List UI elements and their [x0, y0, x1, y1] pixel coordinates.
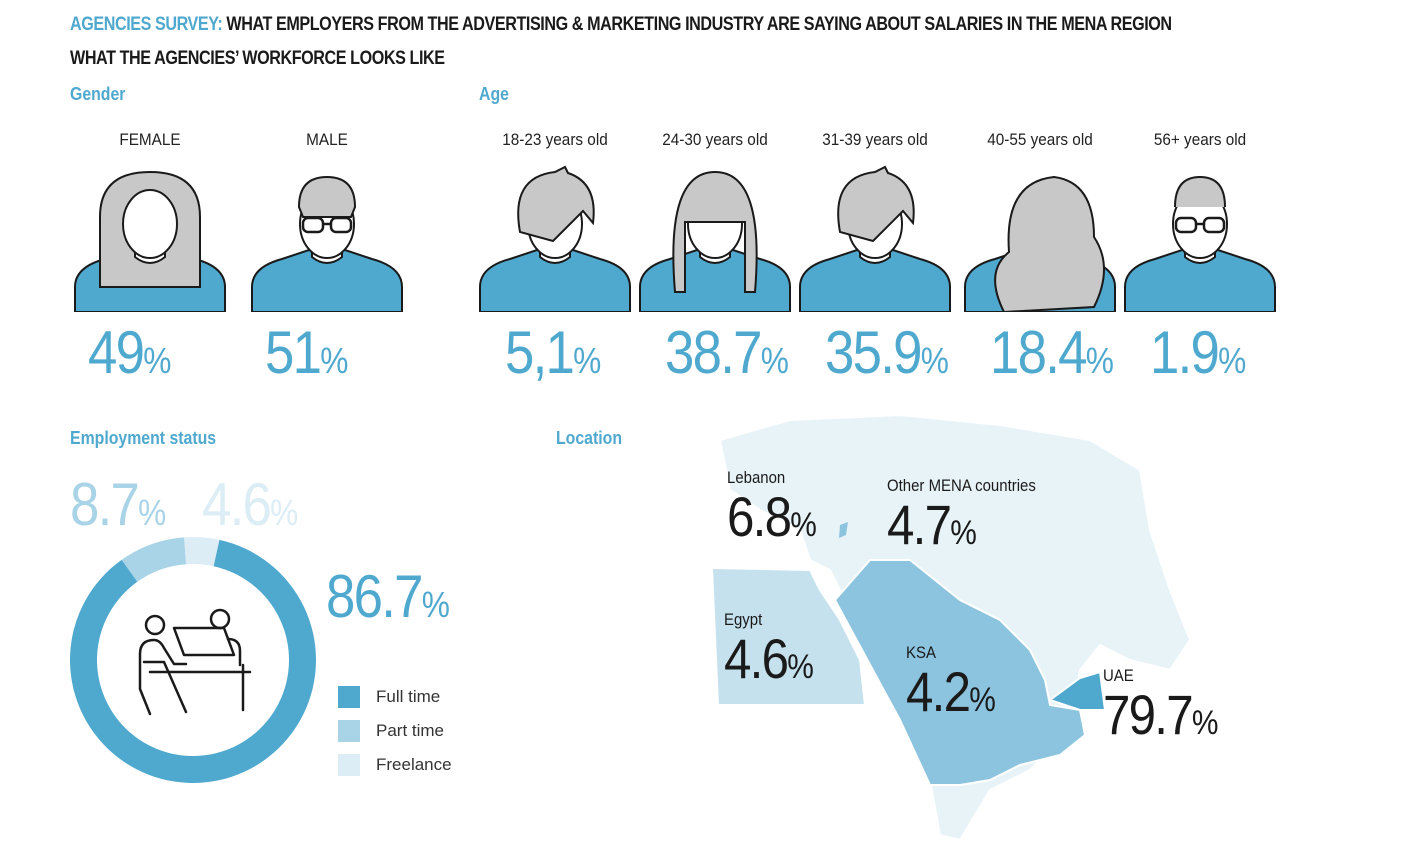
location-label: Egypt: [724, 610, 763, 629]
desk-workers-icon: [138, 608, 252, 716]
age-label: 40-55 years old: [987, 130, 1093, 149]
person-long-icon: [635, 162, 795, 317]
legend-freelance: Freelance: [338, 754, 452, 776]
age-percentage: 35.9%: [825, 319, 949, 386]
legend-part-time: Part time: [338, 720, 452, 742]
employment-legend: Full time Part time Freelance: [338, 686, 452, 776]
age-label: 31-39 years old: [822, 130, 928, 149]
age-percentage: 1.9%: [1150, 319, 1247, 386]
donut-slice-full-time: [69, 539, 316, 783]
gender-percentage: 51%: [265, 319, 349, 386]
location-percentage: 4.7%: [887, 493, 977, 556]
location-label: Lebanon: [727, 468, 786, 487]
title-accent: AGENCIES SURVEY:: [70, 14, 223, 35]
employment-donut-chart: [69, 537, 316, 783]
mena-map: [710, 413, 1192, 841]
donut-slice-freelance: [184, 537, 220, 567]
legend-swatch: [338, 720, 360, 742]
full-time-value: 86.7%: [326, 563, 450, 630]
person-young-icon: [795, 162, 955, 317]
age-heading: Age: [479, 84, 509, 104]
location-percentage: 4.6%: [724, 627, 814, 690]
gender-heading: Gender: [70, 84, 126, 104]
person-young-icon: [475, 162, 635, 317]
age-label: 56+ years old: [1153, 130, 1247, 149]
age-percentage: 38.7%: [665, 319, 789, 386]
location-percentage: 6.8%: [727, 485, 817, 548]
map-region-egypt: [710, 566, 867, 706]
location-label: Other MENA countries: [887, 476, 1036, 495]
legend-swatch: [338, 754, 360, 776]
person-female-icon: [70, 162, 230, 317]
location-heading: Location: [556, 428, 622, 448]
location-percentage: 4.2%: [906, 660, 996, 723]
location-percentage: 79.7%: [1103, 683, 1219, 746]
employment-heading: Employment status: [70, 428, 217, 448]
gender-label: MALE: [306, 130, 348, 149]
part-time-value: 8.7%: [70, 471, 167, 538]
page-title: AGENCIES SURVEY: WHAT EMPLOYERS FROM THE…: [70, 14, 1172, 36]
gender-percentage: 49%: [88, 319, 172, 386]
age-label: 24-30 years old: [662, 130, 768, 149]
location-label: KSA: [906, 643, 936, 662]
age-label: 18-23 years old: [502, 130, 608, 149]
title-text: WHAT EMPLOYERS FROM THE ADVERTISING & MA…: [222, 14, 1172, 35]
map-region-uae: [1047, 670, 1107, 711]
gender-label: FEMALE: [119, 130, 181, 149]
age-percentage: 18.4%: [990, 319, 1114, 386]
page-subtitle: WHAT THE AGENCIES’ WORKFORCE LOOKS LIKE: [70, 48, 445, 69]
age-percentage: 5,1%: [505, 319, 602, 386]
location-label: UAE: [1103, 666, 1134, 685]
person-old-icon: [960, 162, 1120, 317]
person-male-icon: [247, 162, 407, 317]
legend-full-time: Full time: [338, 686, 452, 708]
person-glasses-icon: undefined: [1120, 162, 1280, 317]
map-region-lebanon: [839, 522, 848, 538]
freelance-value: 4.6%: [202, 471, 299, 538]
donut-slice-part-time: [121, 537, 187, 582]
legend-swatch: [338, 686, 360, 708]
